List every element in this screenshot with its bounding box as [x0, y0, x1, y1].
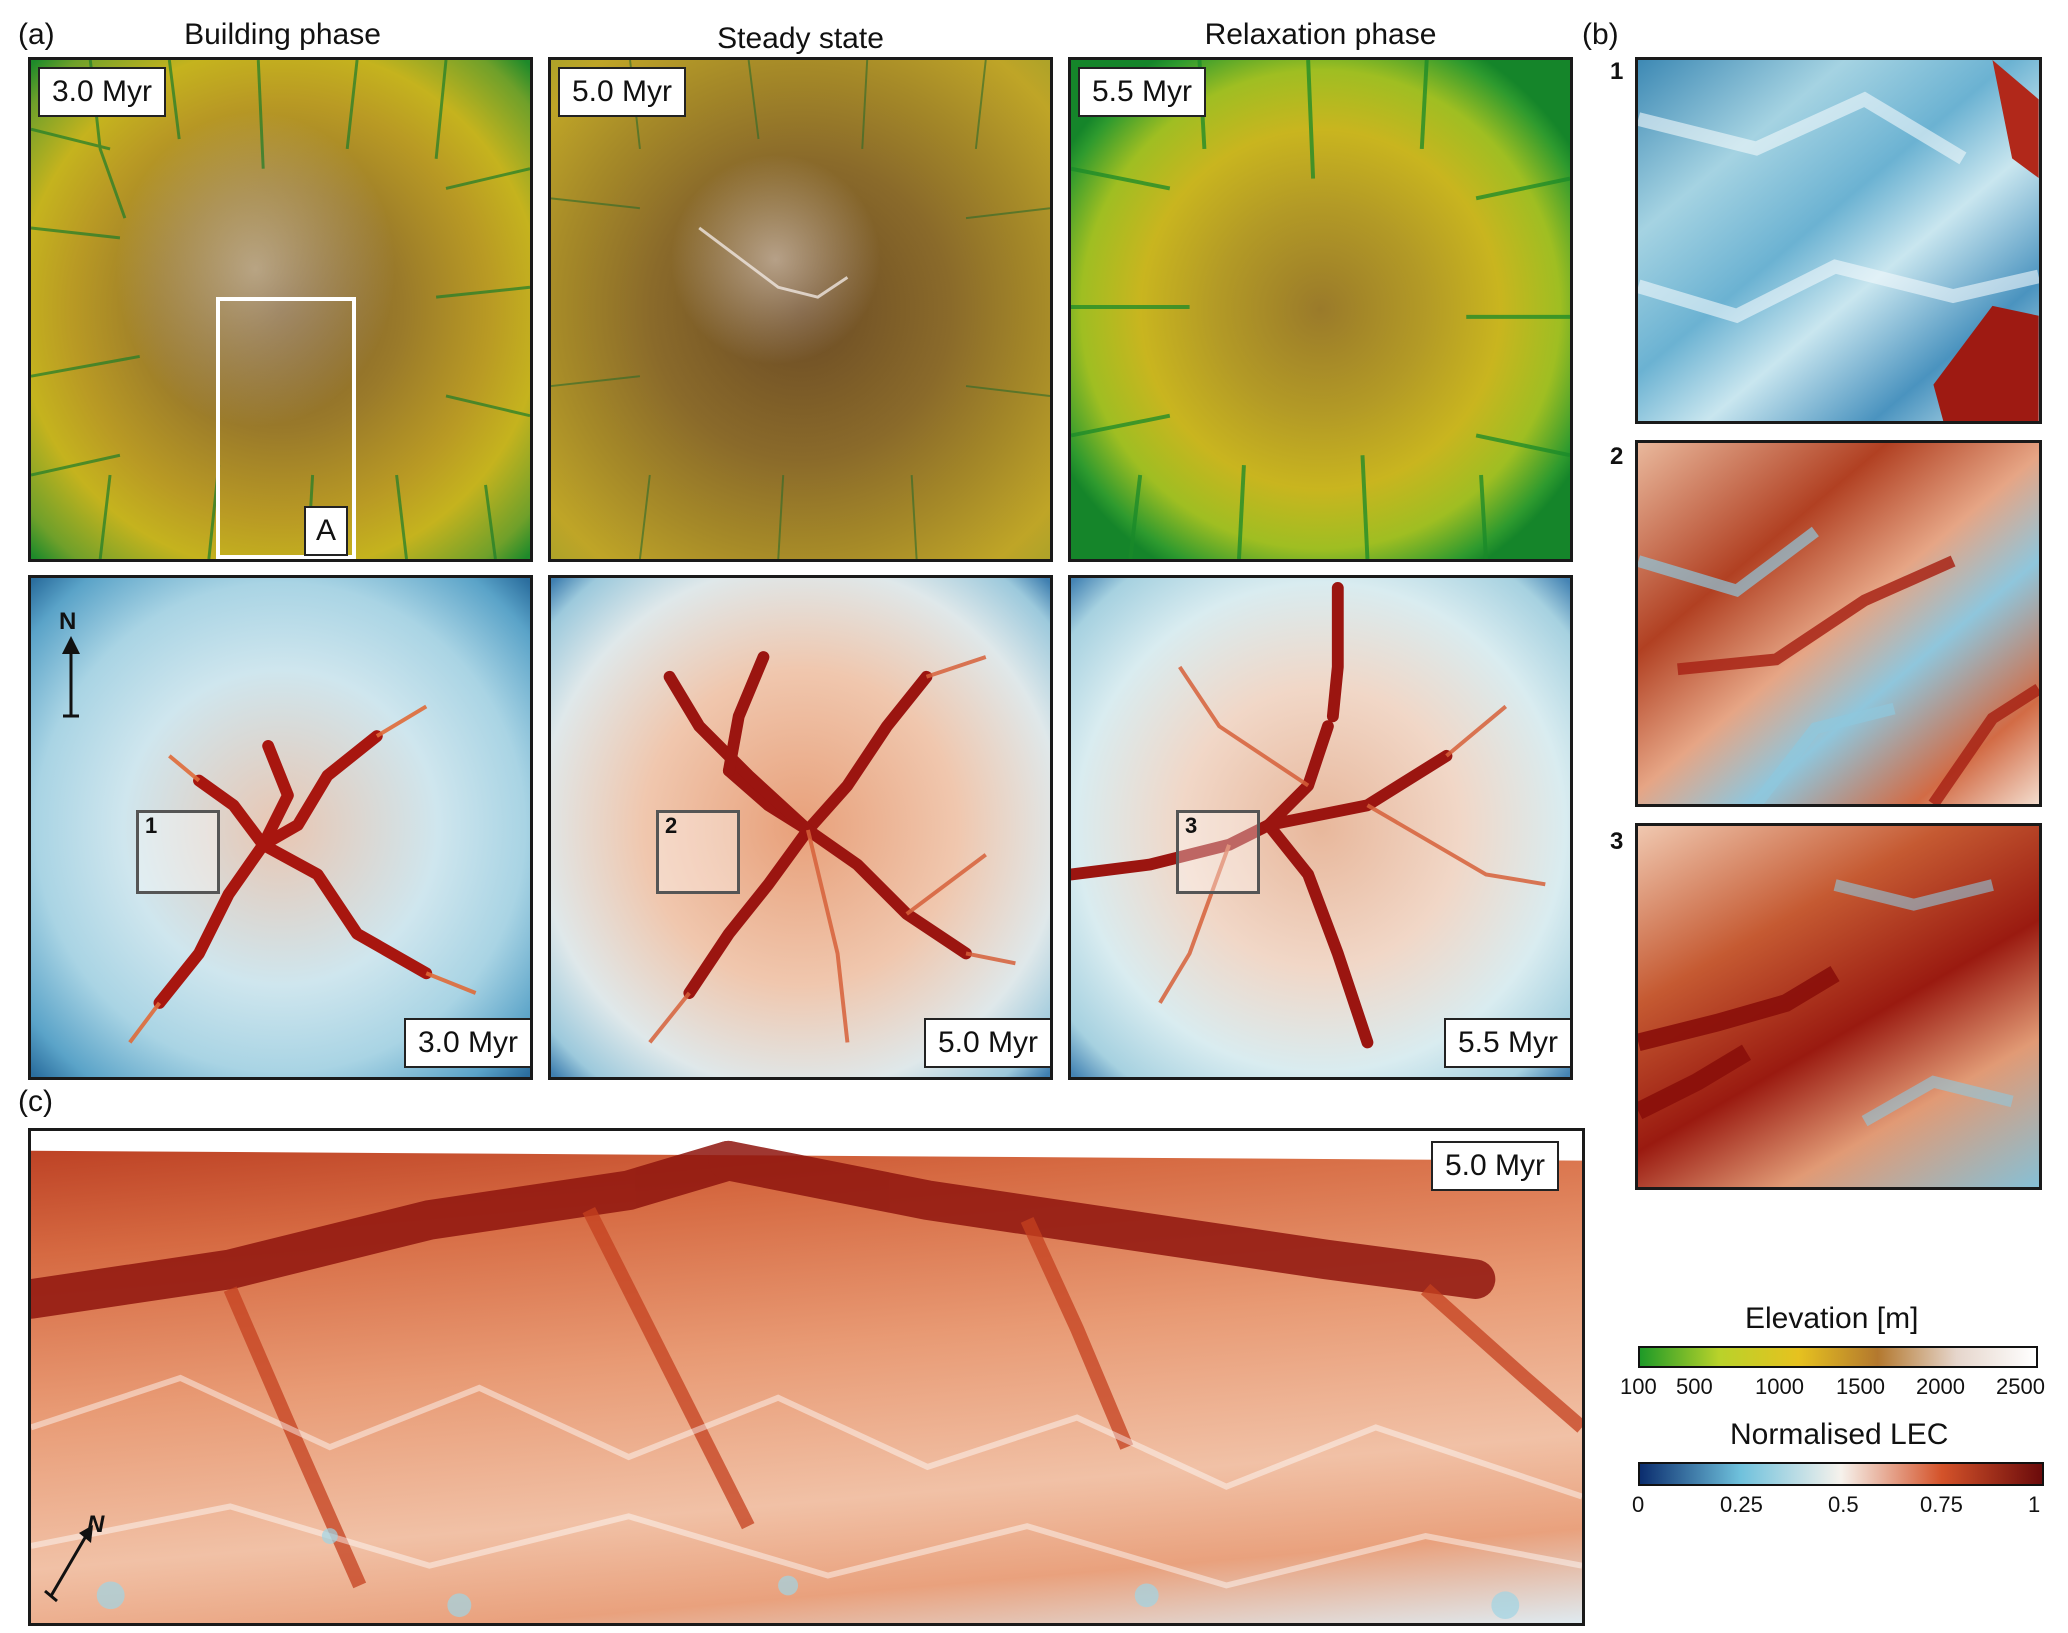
- elevation-tick: 100: [1620, 1374, 1657, 1399]
- elevation-tick: 500: [1676, 1374, 1713, 1399]
- lec-tick: 1: [2028, 1492, 2041, 1517]
- elevation-tick: 2000: [1916, 1374, 1965, 1399]
- lec-ridge-network: [1071, 581, 1546, 1049]
- lec-ridge-network: [128, 704, 477, 1044]
- zoom-1-texture: [1638, 60, 2039, 421]
- colorbar-elevation: [1638, 1346, 2038, 1368]
- zoom-panel-3-label: 3: [1610, 828, 1624, 855]
- drainage-network-pattern: [1071, 60, 1570, 559]
- north-arrow: N: [51, 608, 91, 718]
- zoom-box-2-label: 2: [665, 813, 678, 838]
- elevation-tick: 1500: [1836, 1374, 1885, 1399]
- lec-map-relaxation: 3 5.5 Myr: [1068, 575, 1573, 1080]
- north-arrow-icon: [44, 1525, 93, 1603]
- zoom-2-texture: [1638, 526, 2039, 804]
- north-label-perspective: N: [87, 1511, 105, 1538]
- lec-ridge-network: [648, 651, 1016, 1044]
- zoom-map-2: [1635, 440, 2042, 807]
- time-label-lec-1: 3.0 Myr: [404, 1018, 530, 1068]
- column-title-steady: Steady state: [717, 22, 884, 55]
- elevation-tick: 1000: [1755, 1374, 1804, 1399]
- north-arrow-perspective: N: [41, 1511, 111, 1611]
- elevation-map-relaxation: 5.5 Myr: [1068, 57, 1573, 562]
- colorbar-lec: [1638, 1462, 2044, 1486]
- colorbar-elevation-ticks: 100 500 1000 1500 2000 2500: [1620, 1374, 2060, 1404]
- time-label-elev-3: 5.5 Myr: [1078, 67, 1207, 117]
- time-label-perspective: 5.0 Myr: [1431, 1141, 1560, 1191]
- column-title-relaxation: Relaxation phase: [1204, 18, 1437, 51]
- drainage-network-pattern: [551, 60, 1050, 559]
- colorbar-lec-ticks: 0 0.25 0.5 0.75 1: [1632, 1492, 2062, 1522]
- zoom-map-3: [1635, 823, 2042, 1190]
- perspective-view: N 5.0 Myr: [28, 1128, 1585, 1626]
- time-label-elev-2: 5.0 Myr: [558, 67, 687, 117]
- zoom-box-2: 2: [656, 810, 740, 894]
- time-label-lec-3: 5.5 Myr: [1444, 1018, 1570, 1068]
- zoom-map-1: [1635, 57, 2042, 424]
- lec-tick: 0.5: [1828, 1492, 1859, 1517]
- elevation-tick: 2500: [1996, 1374, 2045, 1399]
- colorbar-elevation-title: Elevation [m]: [1745, 1302, 1919, 1335]
- time-label-elev-1: 3.0 Myr: [38, 67, 167, 117]
- lec-tick: 0.75: [1920, 1492, 1963, 1517]
- panel-b-label: (b): [1582, 18, 1619, 51]
- column-title-building: Building phase: [184, 18, 381, 51]
- zoom-box-1: 1: [136, 810, 220, 894]
- zoom-box-1-label: 1: [145, 813, 158, 838]
- zoom-box-3-label: 3: [1185, 813, 1198, 838]
- panel-c-label: (c): [18, 1085, 53, 1118]
- elevation-map-steady: 5.0 Myr: [548, 57, 1053, 562]
- elevation-map-building: A 3.0 Myr: [28, 57, 533, 562]
- zoom-box-3: 3: [1176, 810, 1260, 894]
- north-arrow-icon: [62, 636, 80, 718]
- zoom-panel-1-label: 1: [1610, 58, 1624, 85]
- lec-tick: 0.25: [1720, 1492, 1763, 1517]
- lec-map-steady: 2 5.0 Myr: [548, 575, 1053, 1080]
- zoom-3-texture: [1638, 879, 2014, 1127]
- box-a-label: A: [304, 506, 349, 556]
- study-area-box: [216, 297, 356, 559]
- zoom-panel-2-label: 2: [1610, 443, 1624, 470]
- time-label-lec-2: 5.0 Myr: [924, 1018, 1050, 1068]
- lec-tick: 0: [1632, 1492, 1645, 1517]
- north-label: N: [59, 608, 77, 635]
- lec-map-building: N 1 3.0 Myr: [28, 575, 533, 1080]
- perspective-ridges: [31, 1131, 1582, 1620]
- colorbar-lec-title: Normalised LEC: [1730, 1418, 1949, 1451]
- panel-a-label: (a): [18, 18, 55, 51]
